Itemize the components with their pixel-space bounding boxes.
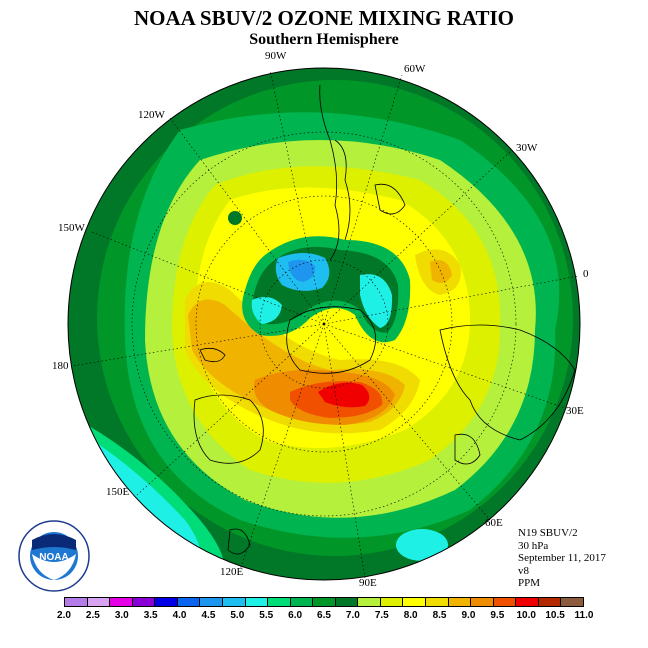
color-scale-tick-label: 8.0: [403, 610, 418, 621]
color-scale-tick-label: 10.5: [545, 610, 565, 621]
color-scale-tick-label: 7.0: [345, 610, 360, 621]
map-title: NOAA SBUV/2 OZONE MIXING RATIO: [134, 6, 514, 30]
lon-label-120w: 120W: [138, 109, 165, 121]
color-scale-tick-label: 5.0: [230, 610, 245, 621]
noaa-logo-text: NOAA: [39, 552, 68, 563]
color-swatch: [471, 598, 494, 606]
color-scale-tick-label: 4.5: [201, 610, 216, 621]
lon-label-180: 180: [52, 360, 69, 372]
units-label: PPM: [518, 577, 541, 589]
color-scale-tick-label: 4.0: [172, 610, 187, 621]
color-scale-tick-label: 6.0: [288, 610, 303, 621]
color-swatch: [380, 598, 404, 606]
color-swatch: [448, 598, 472, 606]
color-swatch: [358, 598, 381, 606]
color-swatch: [561, 598, 583, 606]
date-label: September 11, 2017: [518, 552, 606, 564]
color-scale-tick-label: 3.0: [114, 610, 129, 621]
color-swatch: [222, 598, 246, 606]
metadata-block: N19 SBUV/2 30 hPa September 11, 2017 v8 …: [518, 527, 606, 590]
color-scale-tick-label: 10.0: [516, 610, 536, 621]
lon-label-30e: 30E: [566, 405, 584, 417]
version-label: v8: [518, 564, 529, 577]
color-scale-bar: [64, 597, 584, 607]
color-swatch: [313, 598, 336, 606]
map-boundary: [67, 67, 581, 581]
color-scale-tick-label: 11.0: [574, 610, 594, 621]
color-swatch: [538, 598, 562, 606]
pressure-level-label: 30 hPa: [518, 539, 549, 552]
color-swatch: [155, 598, 178, 606]
lon-label-60w: 60W: [404, 63, 426, 75]
color-scale-tick-label: 3.5: [143, 610, 158, 621]
color-swatch: [200, 598, 223, 606]
color-scale-tick-label: 5.5: [259, 610, 274, 621]
color-swatch: [268, 598, 291, 606]
color-swatch: [110, 598, 133, 606]
color-swatch: [426, 598, 449, 606]
color-scale-tick-label: 9.5: [490, 610, 505, 621]
color-scale-ticks: 2.0 2.5 3.0 3.5 4.0 4.5 5.0 5.5 6.0 6.5 7.0 7.5 8.0 8…: [0, 610, 648, 624]
lon-label-120e: 120E: [220, 566, 244, 578]
lon-label-90e: 90E: [359, 577, 377, 589]
color-swatch: [177, 598, 201, 606]
map-subtitle: Southern Hemisphere: [249, 31, 399, 48]
color-scale-tick-label: 9.0: [461, 610, 476, 621]
color-swatch: [403, 598, 426, 606]
color-swatch: [132, 598, 156, 606]
color-swatch: [65, 598, 88, 606]
lon-label-0: 0: [583, 268, 589, 280]
graticule: [71, 69, 579, 579]
color-scale-tick-label: 8.5: [432, 610, 447, 621]
color-swatch: [335, 598, 359, 606]
color-swatch: [87, 598, 111, 606]
color-scale-tick-label: 2.0: [57, 610, 71, 621]
coastlines: [193, 84, 576, 555]
color-scale-tick-label: 6.5: [317, 610, 331, 621]
noaa-logo: NOAA: [18, 520, 90, 592]
color-scale-tick-label: 2.5: [85, 610, 100, 621]
color-swatch: [245, 598, 269, 606]
instrument-label: N19 SBUV/2: [518, 527, 578, 539]
lon-label-150w: 150W: [58, 222, 85, 234]
color-scale-tick-label: 7.5: [374, 610, 389, 621]
lon-label-150e: 150E: [106, 486, 130, 498]
color-swatch: [290, 598, 314, 606]
lon-label-30w: 30W: [516, 142, 538, 154]
lon-label-60e: 60E: [485, 517, 503, 529]
color-swatch: [516, 598, 539, 606]
color-swatch: [493, 598, 517, 606]
lon-label-90w: 90W: [265, 50, 287, 62]
